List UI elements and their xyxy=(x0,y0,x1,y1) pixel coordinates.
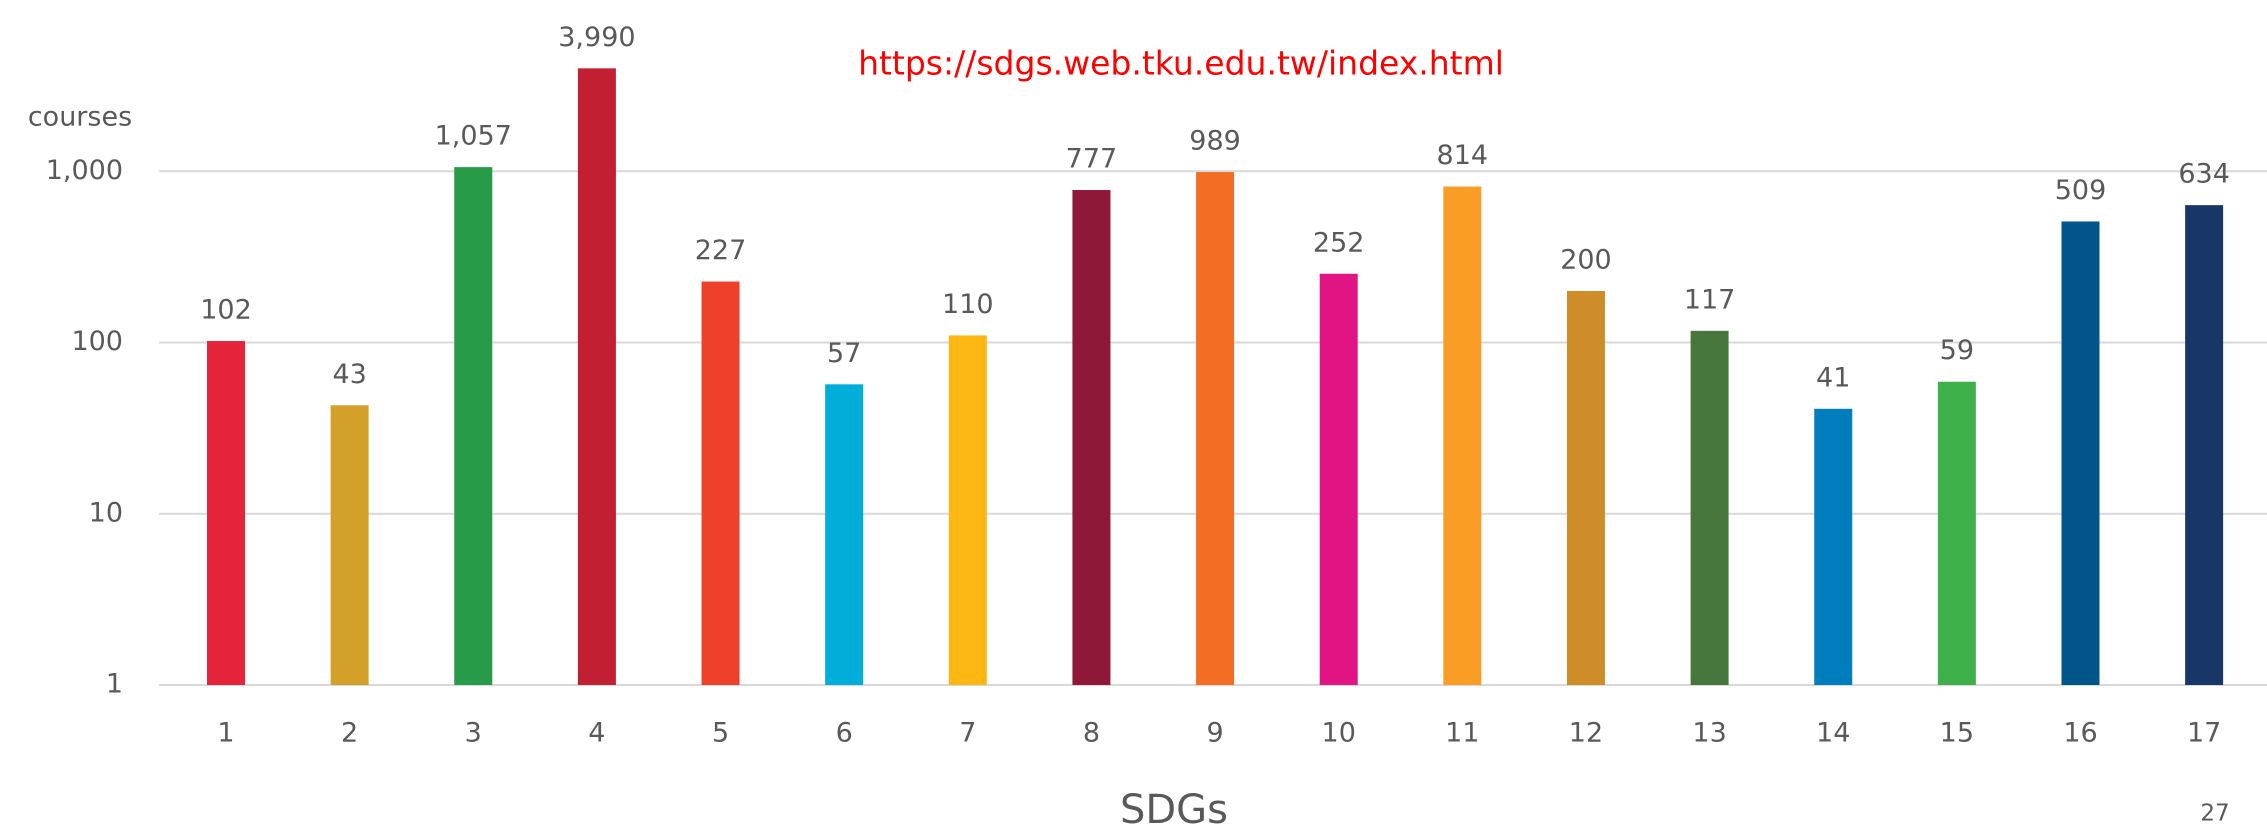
x-tick-label: 12 xyxy=(1569,718,1603,749)
y-tick-label: 1,000 xyxy=(46,155,123,186)
value-label: 509 xyxy=(2055,175,2107,206)
x-tick-label: 15 xyxy=(1940,718,1974,749)
x-tick-label: 7 xyxy=(959,718,976,749)
value-label: 634 xyxy=(2178,159,2230,190)
value-label: 252 xyxy=(1313,227,1365,258)
bar xyxy=(330,405,369,685)
bar xyxy=(1319,273,1358,685)
bar xyxy=(1443,186,1482,685)
value-label: 57 xyxy=(827,338,861,369)
bar xyxy=(1072,190,1111,686)
value-label: 43 xyxy=(332,359,366,390)
bar xyxy=(1937,381,1976,685)
bar xyxy=(948,335,987,685)
bar xyxy=(701,281,740,685)
x-tick-label: 13 xyxy=(1692,718,1726,749)
value-label: 777 xyxy=(1066,144,1118,175)
value-label: 200 xyxy=(1560,244,1612,275)
y-tick-label: 1 xyxy=(106,669,123,700)
x-tick-label: 14 xyxy=(1816,718,1850,749)
y-tick-label: 100 xyxy=(71,326,123,357)
value-label: 110 xyxy=(942,289,994,320)
value-label: 989 xyxy=(1189,126,1241,157)
bar xyxy=(577,68,616,686)
bar xyxy=(2185,205,2224,685)
bar xyxy=(454,167,493,686)
url-annotation: https://sdgs.web.tku.edu.tw/index.html xyxy=(858,44,1504,83)
bar xyxy=(1566,290,1605,685)
value-label: 814 xyxy=(1437,140,1489,171)
x-tick-label: 2 xyxy=(341,718,358,749)
x-tick-label: 3 xyxy=(465,718,482,749)
bar xyxy=(1814,408,1853,685)
bar xyxy=(825,384,864,685)
value-label: 3,990 xyxy=(558,22,635,53)
x-tick-label: 1 xyxy=(217,718,234,749)
y-axis-label: courses xyxy=(28,102,132,133)
x-tick-label: 10 xyxy=(1322,718,1356,749)
y-tick-label: 10 xyxy=(89,497,123,528)
x-tick-label: 9 xyxy=(1206,718,1223,749)
value-label: 1,057 xyxy=(435,121,512,152)
page-number: 27 xyxy=(2200,801,2229,827)
x-tick-label: 8 xyxy=(1083,718,1100,749)
value-label: 102 xyxy=(200,295,252,326)
x-tick-label: 6 xyxy=(836,718,853,749)
x-axis-label: SDGs xyxy=(1120,787,1228,833)
value-label: 41 xyxy=(1816,362,1850,393)
bar xyxy=(2061,221,2100,685)
value-label: 117 xyxy=(1684,284,1736,315)
value-label: 59 xyxy=(1940,335,1974,366)
bar xyxy=(1690,330,1729,685)
x-tick-label: 17 xyxy=(2187,718,2221,749)
x-tick-label: 5 xyxy=(712,718,729,749)
x-tick-label: 16 xyxy=(2063,718,2097,749)
value-label: 227 xyxy=(695,235,747,266)
bar xyxy=(1196,172,1235,685)
bar xyxy=(207,341,245,685)
x-tick-label: 4 xyxy=(588,718,605,749)
x-tick-label: 11 xyxy=(1445,718,1479,749)
